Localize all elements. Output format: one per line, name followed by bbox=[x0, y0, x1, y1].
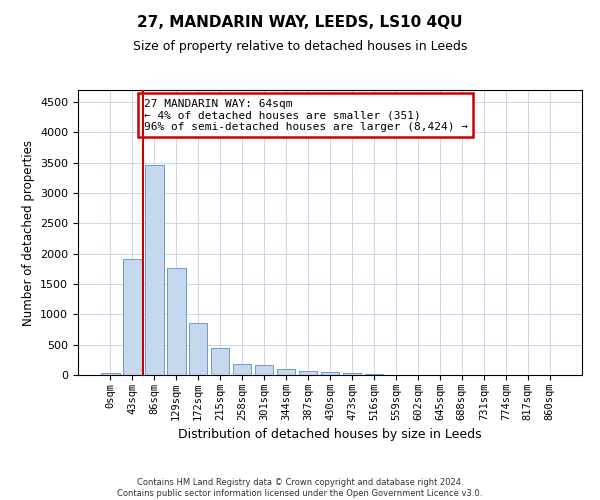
Bar bbox=[123, 258, 142, 375]
Bar bbox=[167, 268, 185, 375]
Bar bbox=[299, 372, 317, 375]
Bar bbox=[101, 373, 119, 375]
Y-axis label: Number of detached properties: Number of detached properties bbox=[22, 140, 35, 326]
Bar bbox=[233, 364, 251, 375]
Bar bbox=[189, 323, 208, 375]
Text: Contains HM Land Registry data © Crown copyright and database right 2024.
Contai: Contains HM Land Registry data © Crown c… bbox=[118, 478, 482, 498]
Bar bbox=[211, 348, 229, 375]
Bar bbox=[365, 374, 383, 375]
Text: 27, MANDARIN WAY, LEEDS, LS10 4QU: 27, MANDARIN WAY, LEEDS, LS10 4QU bbox=[137, 15, 463, 30]
Bar bbox=[343, 373, 361, 375]
X-axis label: Distribution of detached houses by size in Leeds: Distribution of detached houses by size … bbox=[178, 428, 482, 442]
Bar bbox=[320, 372, 340, 375]
Text: Size of property relative to detached houses in Leeds: Size of property relative to detached ho… bbox=[133, 40, 467, 53]
Bar bbox=[255, 365, 274, 375]
Bar bbox=[277, 369, 295, 375]
Bar bbox=[145, 164, 164, 375]
Text: 27 MANDARIN WAY: 64sqm
← 4% of detached houses are smaller (351)
96% of semi-det: 27 MANDARIN WAY: 64sqm ← 4% of detached … bbox=[143, 98, 467, 132]
